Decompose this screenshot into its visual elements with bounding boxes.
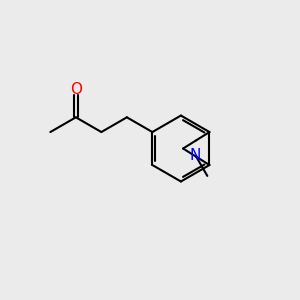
Text: O: O xyxy=(70,82,82,98)
Text: N: N xyxy=(189,148,200,163)
